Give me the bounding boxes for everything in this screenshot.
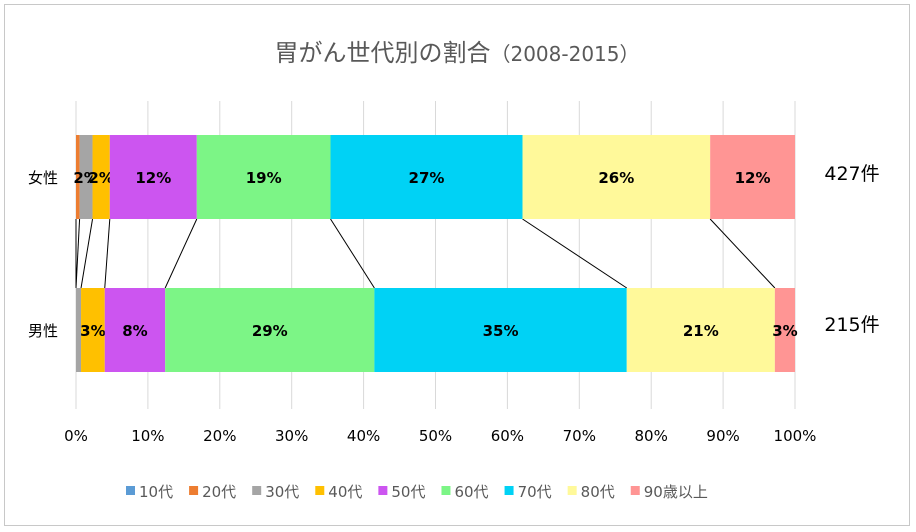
bar-segment bbox=[196, 135, 331, 219]
data-label: 12% bbox=[735, 169, 771, 187]
x-tick-label: 60% bbox=[491, 427, 524, 445]
chart-title-main: 胃がん世代別の割合 bbox=[274, 39, 490, 67]
x-tick-label: 20% bbox=[203, 427, 236, 445]
data-label: 29% bbox=[252, 322, 288, 340]
x-tick-label: 50% bbox=[419, 427, 452, 445]
legend-swatch bbox=[378, 486, 388, 495]
x-tick-label: 10% bbox=[131, 427, 164, 445]
x-tick-label: 0% bbox=[64, 427, 88, 445]
legend-swatch bbox=[567, 486, 577, 495]
bar-segment bbox=[76, 135, 80, 219]
bar-segment bbox=[79, 135, 93, 219]
series-connector-line bbox=[330, 218, 375, 289]
bar-segment bbox=[76, 288, 82, 372]
x-tick-label: 100% bbox=[774, 427, 817, 445]
legend-label: 50代 bbox=[391, 483, 425, 501]
x-tick-label: 30% bbox=[275, 427, 308, 445]
data-label: 27% bbox=[409, 169, 445, 187]
chart-subtitle: （2008-2015） bbox=[490, 42, 639, 66]
data-label: 2% bbox=[88, 169, 113, 187]
legend-label: 40代 bbox=[328, 483, 362, 501]
bar-segment bbox=[92, 135, 110, 219]
bar-segment bbox=[522, 135, 711, 219]
legend: 10代 20代 30代 40代 50代 60代 70代 80代 90歳以上 bbox=[126, 483, 708, 501]
data-label: 21% bbox=[683, 322, 719, 340]
bar-segment bbox=[330, 135, 523, 219]
legend-label: 60代 bbox=[454, 483, 488, 501]
bar-segment bbox=[81, 288, 105, 372]
data-label: 3% bbox=[772, 322, 797, 340]
data-label: 2% bbox=[73, 169, 98, 187]
total-label: 427件 bbox=[824, 163, 879, 185]
legend-swatch bbox=[252, 486, 262, 495]
bars: 2%2% 12% 19% 27% 26% 12% 3% 8% 29% 35% 21% 3% bbox=[73, 135, 798, 372]
legend-swatch bbox=[504, 486, 514, 495]
bar-segment bbox=[710, 135, 795, 219]
bar-segment bbox=[109, 135, 197, 219]
series-connector-line bbox=[104, 218, 111, 289]
x-tick-label: 70% bbox=[563, 427, 596, 445]
legend-label: 70代 bbox=[518, 483, 552, 501]
bar-segment bbox=[374, 288, 627, 372]
series-connector-line bbox=[709, 218, 776, 289]
category-label: 男性 bbox=[28, 322, 58, 340]
legend-label: 20代 bbox=[202, 483, 236, 501]
data-label: 8% bbox=[122, 322, 147, 340]
legend-swatch bbox=[189, 486, 199, 495]
series-connector-line bbox=[80, 218, 94, 289]
legend-swatch bbox=[441, 486, 451, 495]
chart-title: 胃がん世代別の割合（2008-2015） bbox=[274, 39, 639, 67]
x-tick-labels: 0% 10% 20% 30% 40% 50% 60% 70% 80% 90% 100% bbox=[64, 427, 816, 445]
x-tick-label: 80% bbox=[635, 427, 668, 445]
legend-swatch bbox=[630, 486, 640, 495]
data-label: 19% bbox=[246, 169, 282, 187]
chart-frame: 胃がん世代別の割合（2008-2015） 2% 2% 12% 19% 27% 26% 12%… bbox=[4, 4, 910, 526]
bar-segment bbox=[626, 288, 775, 372]
x-tick-label: 90% bbox=[706, 427, 739, 445]
chart-svg: 胃がん世代別の割合（2008-2015） 2%2% 12% 19% 27% 26% 12%… bbox=[28, 39, 880, 501]
bar-segment bbox=[774, 288, 795, 372]
legend-label: 80代 bbox=[581, 483, 615, 501]
legend-swatch bbox=[315, 486, 325, 495]
bar-segment bbox=[104, 288, 166, 372]
data-label: 12% bbox=[135, 169, 171, 187]
series-connector-line bbox=[164, 218, 198, 289]
data-label: 35% bbox=[483, 322, 519, 340]
legend-label: 10代 bbox=[139, 483, 173, 501]
bar-segment bbox=[165, 288, 375, 372]
total-label: 215件 bbox=[824, 314, 879, 336]
data-label: 3% bbox=[80, 322, 105, 340]
x-tick-label: 40% bbox=[347, 427, 380, 445]
connector-lines bbox=[75, 218, 776, 289]
legend-label: 90歳以上 bbox=[644, 483, 708, 501]
series-connector-line bbox=[75, 218, 81, 289]
data-label: 26% bbox=[598, 169, 634, 187]
legend-label: 30代 bbox=[265, 483, 299, 501]
total-labels: 427件 215件 bbox=[824, 163, 879, 336]
category-label: 女性 bbox=[28, 169, 58, 187]
series-connector-line bbox=[522, 218, 628, 289]
legend-swatch bbox=[126, 486, 135, 495]
